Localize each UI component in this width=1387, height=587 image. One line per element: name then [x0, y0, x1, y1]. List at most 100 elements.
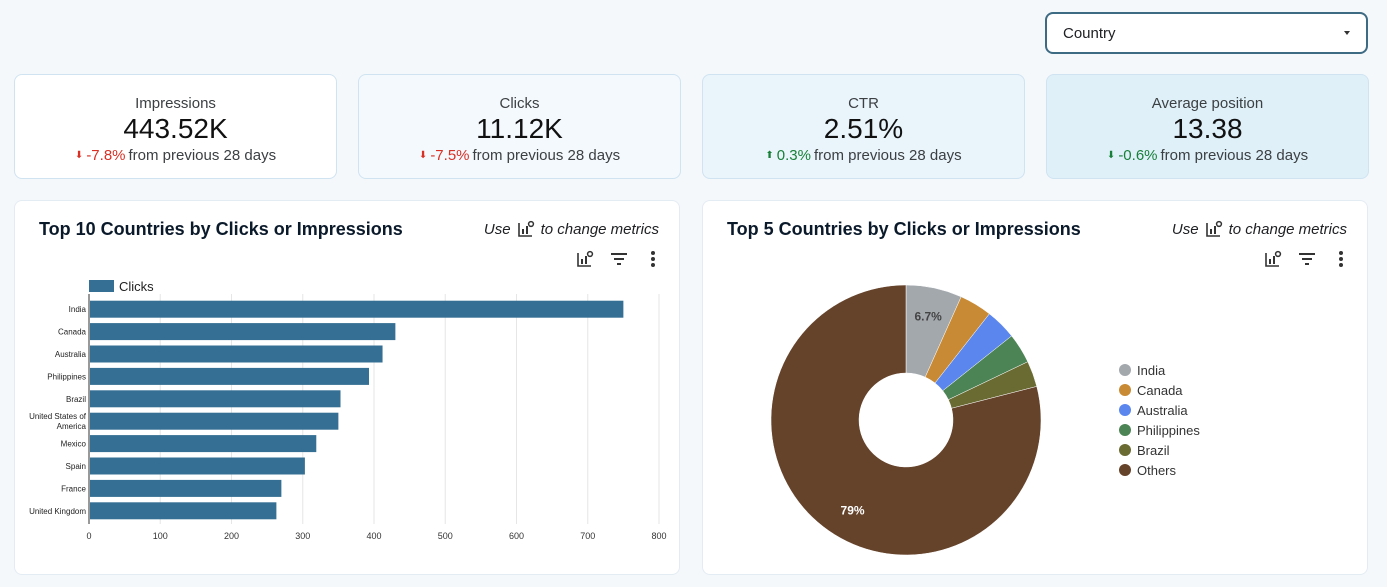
pie-slice: [905, 284, 961, 377]
bar: [89, 434, 316, 452]
kpi-card-clicks: Clicks 11.12K ⬇ -7.5% from previous 28 day…: [358, 74, 681, 179]
kpi-delta-suffix: from previous 28 days: [128, 147, 277, 164]
legend-swatch: [1118, 363, 1131, 376]
bar: [89, 322, 395, 340]
legend-label: Others: [1137, 463, 1177, 478]
legend-label: Canada: [1137, 383, 1183, 398]
chart-toolbar: [1263, 249, 1351, 269]
bar: [89, 389, 341, 407]
kpi-card-average-position: Average position 13.38 ⬇ -0.6% from previo…: [1046, 74, 1369, 179]
x-tick-label: 100: [152, 531, 167, 541]
chart-settings-icon[interactable]: [575, 249, 595, 269]
legend-label: Philippines: [1137, 423, 1200, 438]
category-label: Mexico: [60, 439, 86, 448]
category-label: India: [68, 305, 86, 314]
filter-icon[interactable]: [609, 249, 629, 269]
kpi-delta-suffix: from previous 28 days: [1160, 147, 1309, 164]
x-tick-label: 600: [508, 531, 523, 541]
x-tick-label: 800: [651, 531, 666, 541]
legend-label: Australia: [1137, 403, 1188, 418]
x-tick-label: 0: [86, 531, 91, 541]
category-label: Brazil: [65, 394, 85, 403]
kpi-delta-value: 0.3%: [776, 147, 811, 164]
pie-slice: [947, 360, 1037, 409]
x-tick-label: 200: [223, 531, 238, 541]
hint-suffix: to change metrics: [540, 220, 659, 238]
country-filter-value: Country: [1063, 24, 1116, 42]
kpi-delta-suffix: from previous 28 days: [472, 147, 621, 164]
category-label: America: [56, 422, 86, 431]
top5-countries-card: Top 5 Countries by Clicks or Impressions…: [702, 200, 1368, 575]
kpi-delta: ⬇ -7.5% from previous 28 days: [359, 147, 680, 164]
legend-label: India: [1137, 363, 1166, 378]
pie-slice: [770, 284, 1041, 555]
category-label: United Kingdom: [29, 506, 86, 515]
chart-settings-icon: [517, 220, 534, 237]
bar: [89, 501, 276, 519]
chart-settings-icon[interactable]: [1263, 249, 1283, 269]
chart-settings-icon: [1205, 220, 1222, 237]
kpi-value: 443.52K: [123, 113, 228, 144]
kpi-label: Clicks: [499, 95, 540, 112]
kpi-value: 2.51%: [823, 113, 904, 144]
kpi-card-impressions: Impressions 443.52K ⬇ -7.8% from previous …: [14, 74, 337, 179]
pie-slice: [934, 312, 1012, 391]
category-label: Canada: [57, 327, 86, 336]
category-label: France: [61, 484, 86, 493]
card-title: Top 5 Countries by Clicks or Impressions: [727, 219, 1081, 239]
bar: [89, 345, 383, 362]
legend-swatch: [1118, 463, 1131, 476]
country-filter-dropdown[interactable]: Country: [1045, 12, 1368, 54]
arrow-down-icon: ⬇: [74, 150, 84, 161]
category-label: Australia: [54, 350, 86, 359]
category-label: Spain: [65, 462, 85, 471]
arrow-up-icon: ⬆: [765, 150, 774, 161]
kpi-delta-value: -7.5%: [430, 147, 470, 164]
chevron-down-icon: [1344, 31, 1350, 35]
kpi-card-ctr: CTR 2.51% ⬆ 0.3% from previous 28 days: [702, 74, 1025, 179]
bar: [89, 457, 305, 474]
category-label: Philippines: [47, 372, 86, 381]
kpi-label: Average position: [1151, 95, 1264, 112]
more-vert-icon[interactable]: [643, 249, 663, 269]
legend-swatch: [1118, 403, 1131, 416]
chart-toolbar: [575, 249, 663, 269]
kpi-delta: ⬇ -7.8% from previous 28 days: [15, 147, 336, 164]
x-tick-label: 400: [366, 531, 381, 541]
kpi-value: 13.38: [1172, 113, 1243, 144]
legend-label: Clicks: [119, 279, 154, 294]
more-vert-icon[interactable]: [1331, 249, 1351, 269]
bar: [89, 300, 623, 318]
legend-swatch: [1118, 423, 1131, 436]
legend-swatch: [1118, 383, 1131, 396]
kpi-delta: ⬇ -0.6% from previous 28 days: [1047, 147, 1368, 164]
pie-data-label: 6.7%: [914, 309, 942, 323]
top10-countries-card: Top 10 Countries by Clicks or Impression…: [14, 200, 680, 575]
card-title: Top 10 Countries by Clicks or Impression…: [39, 219, 403, 239]
legend-swatch: [88, 279, 114, 292]
kpi-delta: ⬆ 0.3% from previous 28 days: [703, 147, 1024, 164]
arrow-down-icon: ⬇: [418, 150, 428, 161]
kpi-label: CTR: [848, 95, 879, 112]
x-tick-label: 700: [580, 531, 595, 541]
kpi-delta-value: -7.8%: [86, 147, 126, 164]
kpi-label: Impressions: [135, 95, 216, 112]
category-label: United States of: [29, 412, 87, 421]
bar: [89, 412, 338, 430]
change-metrics-hint: Use to change metrics: [484, 220, 659, 238]
hint-prefix: Use: [483, 220, 511, 238]
filter-icon[interactable]: [1297, 249, 1317, 269]
pie-slice: [941, 335, 1028, 400]
bar: [89, 367, 369, 385]
arrow-down-icon: ⬇: [1106, 150, 1116, 161]
pie-slice: [924, 295, 990, 383]
hint-suffix: to change metrics: [1228, 220, 1347, 238]
change-metrics-hint: Use to change metrics: [1172, 220, 1347, 238]
hint-prefix: Use: [1171, 220, 1199, 238]
bar: [89, 479, 281, 497]
kpi-value: 11.12K: [476, 113, 563, 144]
kpi-delta-suffix: from previous 28 days: [814, 147, 962, 164]
pie-data-label: 79%: [840, 503, 864, 517]
legend-label: Brazil: [1137, 443, 1170, 458]
kpi-delta-value: -0.6%: [1118, 147, 1158, 164]
